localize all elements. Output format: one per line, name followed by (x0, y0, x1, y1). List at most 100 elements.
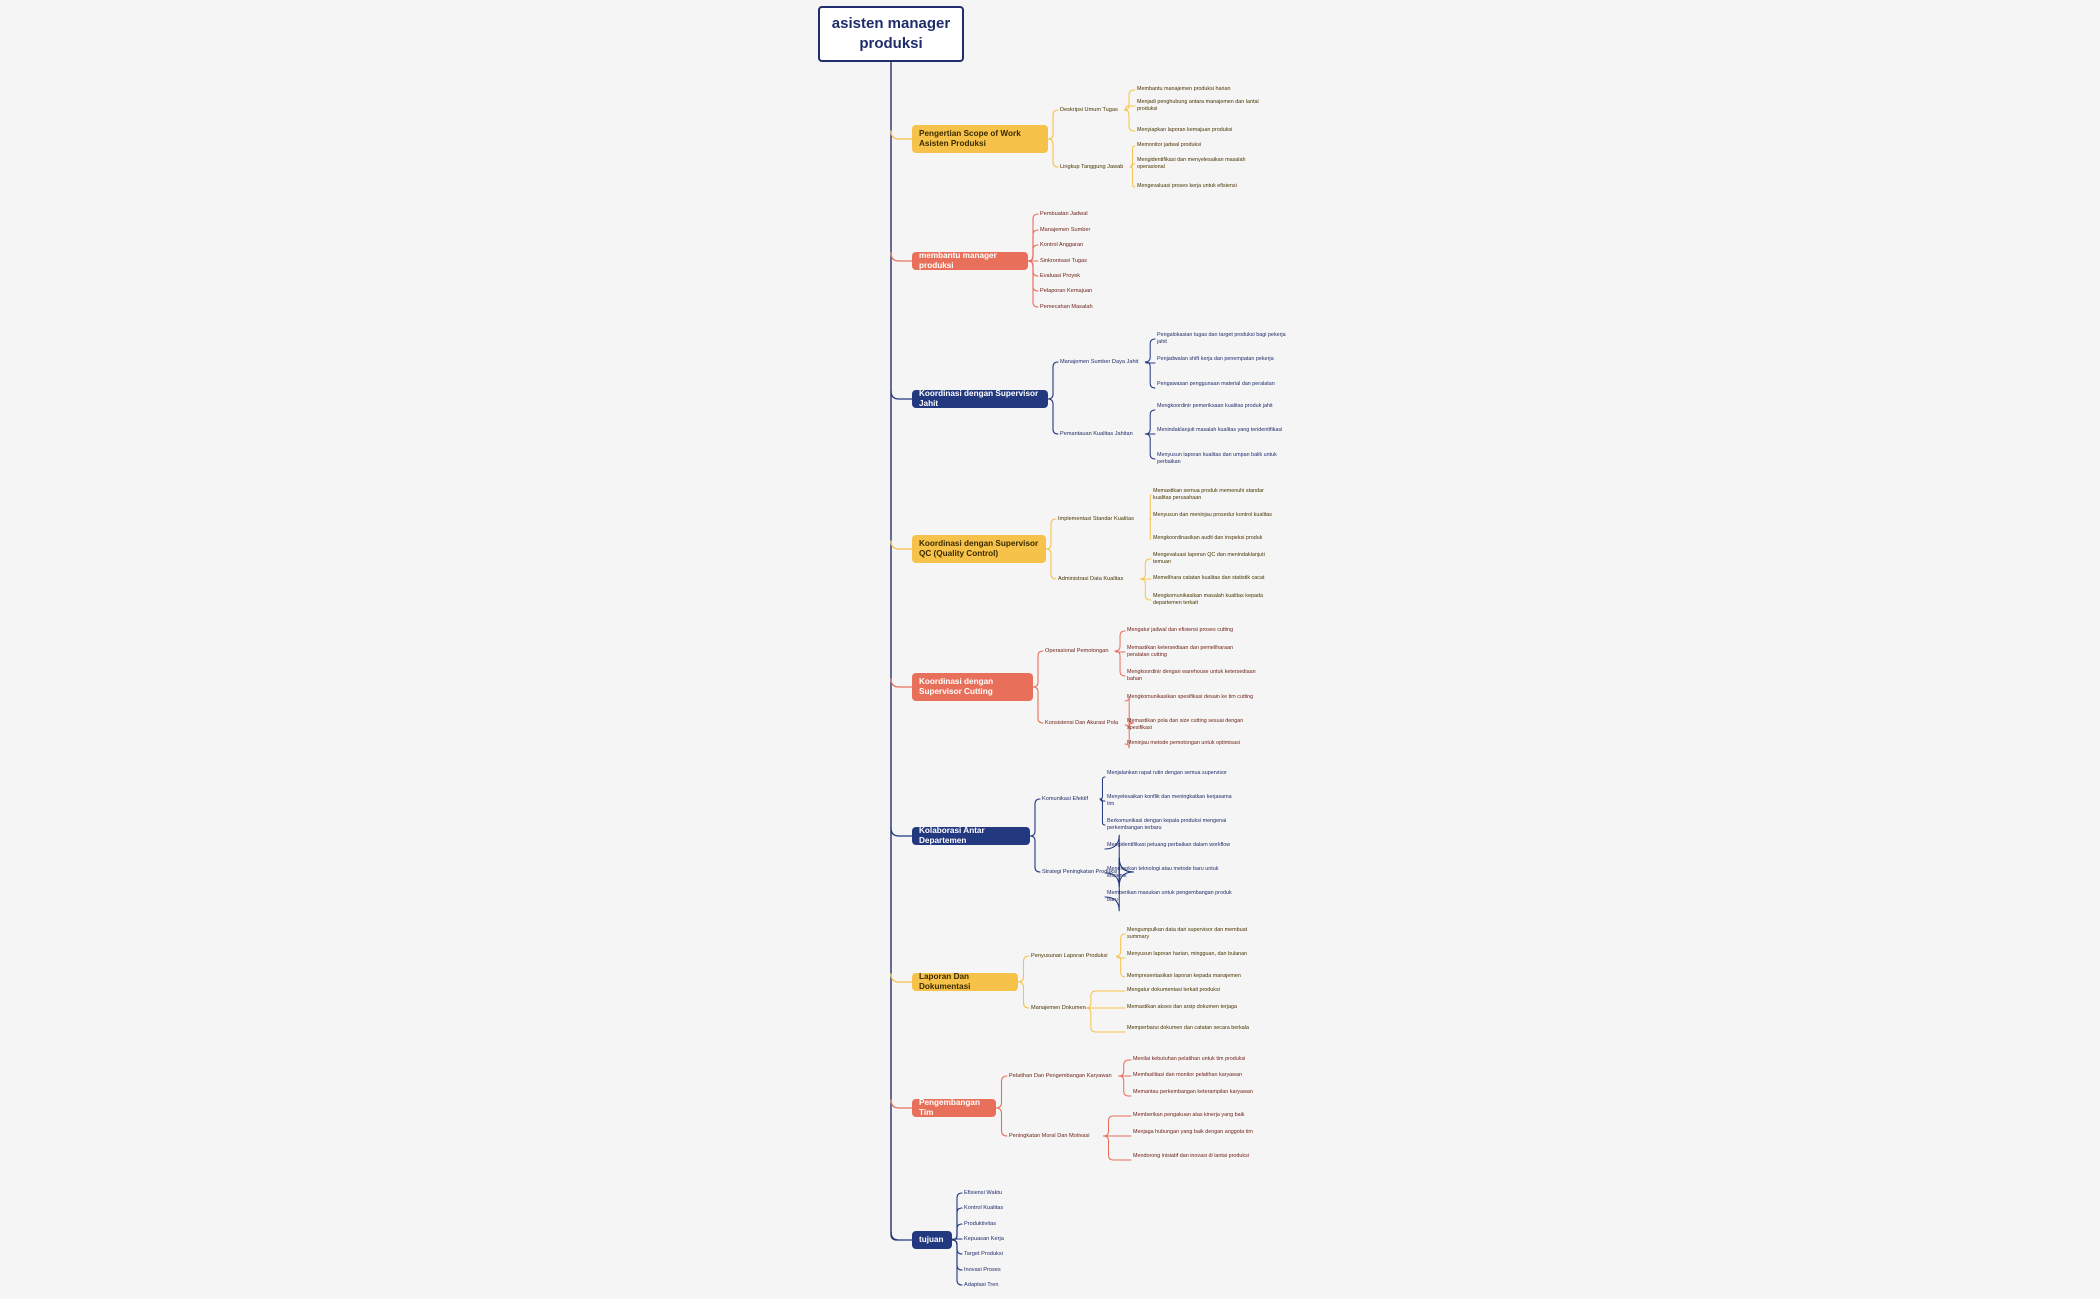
leaf-text: Menjadi penghubung antara manajemen dan … (1137, 98, 1259, 113)
sub-topic[interactable]: Operasional Pemotongan (1045, 647, 1109, 654)
leaf-item[interactable]: Mengkomunikasikan spesifikasi desain ke … (1127, 694, 1257, 702)
leaf-item[interactable]: Mengatur jadwal dan efisiensi proses cut… (1127, 627, 1257, 635)
leaf-item[interactable]: Mengumpulkan data dari supervisor dan me… (1127, 927, 1257, 942)
list-item[interactable]: Target Produksi (964, 1250, 1003, 1257)
leaf-item[interactable]: Mengkoordinir dengan warehouse untuk ket… (1127, 669, 1257, 684)
sub-topic[interactable]: Konsistensi Dan Akurasi Pola (1045, 719, 1119, 726)
leaf-item[interactable]: Menyiapkan laporan kemajuan produksi (1137, 127, 1267, 135)
leaf-item[interactable]: Memberikan masukan untuk pengembangan pr… (1107, 890, 1232, 905)
list-item[interactable]: Evaluasi Proyek (1040, 272, 1081, 279)
leaf-text: Mengkoordinasikan audit dan inspeksi pro… (1153, 535, 1263, 542)
leaf-item[interactable]: Menjadi penghubung antara manajemen dan … (1137, 99, 1267, 114)
sub-topic[interactable]: Komunikasi Efektif (1042, 795, 1089, 802)
branch-node[interactable]: membantu manager produksi (912, 251, 1028, 270)
branch-node[interactable]: Kolaborasi Antar Departemen (912, 826, 1030, 845)
branch-label: Koordinasi dengan Supervisor QC (Quality… (919, 539, 1039, 558)
leaf-item[interactable]: Memberikan pengakuan atas kinerja yang b… (1133, 1112, 1263, 1120)
list-item[interactable]: Kontrol Kualitas (964, 1204, 1004, 1211)
leaf-item[interactable]: Memonitor jadwal produksi (1137, 142, 1267, 150)
list-item[interactable]: Pelaporan Kemajuan (1040, 287, 1093, 294)
sub-topic[interactable]: Peningkatan Moral Dan Motivasi (1009, 1132, 1090, 1139)
leaf-text: Mengumpulkan data dari supervisor dan me… (1127, 926, 1248, 941)
leaf-text: Membantu manajemen produksi harian (1137, 86, 1231, 93)
list-item[interactable]: Adaptasi Tren (964, 1281, 999, 1288)
leaf-item[interactable]: Menyusun dan meninjau prosedur kontrol k… (1153, 512, 1283, 520)
list-item[interactable]: Produktivitas (964, 1220, 997, 1227)
root-node[interactable]: asisten manager produksi (818, 6, 964, 62)
branch-node[interactable]: Pengembangan Tim (912, 1098, 996, 1117)
leaf-item[interactable]: Menyelesaikan konflik dan meningkatkan k… (1107, 794, 1232, 809)
sub-topic[interactable]: Pelatihan Dan Pengembangan Karyawan (1009, 1072, 1112, 1079)
list-item[interactable]: Sinkronisasi Tugas (1040, 257, 1087, 264)
leaf-text: Menerapkan teknologi atau metode baru un… (1107, 865, 1219, 880)
sub-topic[interactable]: Administrasi Data Kualitas (1058, 575, 1124, 582)
branch-node[interactable]: Koordinasi dengan Supervisor Cutting (912, 673, 1033, 701)
leaf-item[interactable]: Mengevaluasi laporan QC dan menindaklanj… (1153, 552, 1283, 567)
list-item[interactable]: Efisiensi Waktu (964, 1189, 1003, 1196)
leaf-item[interactable]: Mengkoordinir pemeriksaan kualitas produ… (1157, 403, 1287, 411)
leaf-item[interactable]: Menjalankan rapat rutin dengan semua sup… (1107, 770, 1232, 778)
branch-node[interactable]: Pengertian Scope of Work Asisten Produks… (912, 125, 1048, 153)
branch-label: Koordinasi dengan Supervisor Jahit (919, 389, 1039, 408)
leaf-item[interactable]: Mengidentifikasi peluang perbaikan dalam… (1107, 842, 1232, 850)
list-item[interactable]: Manajemen Sumber (1040, 226, 1091, 233)
leaf-item[interactable]: Membantu manajemen produksi harian (1137, 86, 1267, 94)
leaf-text: Penjadwalan shift kerja dan penempatan p… (1157, 355, 1274, 362)
leaf-item[interactable]: Pengalokasian tugas dan target produksi … (1157, 332, 1287, 347)
leaf-item[interactable]: Menindaklanjuti masalah kualitas yang te… (1157, 427, 1287, 435)
leaf-item[interactable]: Mendorong inisiatif dan inovasi di lanta… (1133, 1153, 1263, 1161)
list-item[interactable]: Pembuatan Jadwal (1040, 210, 1088, 217)
sub-topic[interactable]: Implementasi Standar Kualitas (1058, 515, 1134, 522)
leaf-item[interactable]: Memastikan ketersediaan dan pemeliharaan… (1127, 645, 1257, 660)
leaf-text: Menyusun laporan harian, mingguan, dan b… (1127, 950, 1248, 957)
leaf-item[interactable]: Memastikan pola dan size cutting sesuai … (1127, 718, 1257, 733)
sub-topic[interactable]: Deskripsi Umum Tugas (1060, 106, 1118, 113)
leaf-item[interactable]: Menerapkan teknologi atau metode baru un… (1107, 866, 1232, 881)
leaf-item[interactable]: Memantau perkembangan keterampilan karya… (1133, 1089, 1263, 1097)
leaf-text: Memonitor jadwal produksi (1137, 142, 1202, 149)
leaf-text: Memantau perkembangan keterampilan karya… (1133, 1088, 1253, 1095)
list-item[interactable]: Pemecahan Masalah (1040, 303, 1093, 310)
leaf-text: Memperbarui dokumen dan catatan secara b… (1127, 1024, 1249, 1031)
leaf-item[interactable]: Memelihara catatan kualitas dan statisti… (1153, 575, 1283, 583)
leaf-text: Memelihara catatan kualitas dan statisti… (1153, 575, 1265, 582)
leaf-item[interactable]: Mengevaluasi proses kerja untuk efisiens… (1137, 183, 1267, 191)
sub-topic[interactable]: Lingkup Tanggung Jawab (1060, 163, 1124, 170)
leaf-text: Menindaklanjuti masalah kualitas yang te… (1157, 426, 1283, 433)
sub-topic[interactable]: Manajemen Dokumen (1031, 1004, 1086, 1011)
leaf-item[interactable]: Mengatur dokumentasi terkait produksi (1127, 987, 1257, 995)
list-item[interactable]: Inovasi Proses (964, 1266, 1001, 1273)
leaf-item[interactable]: Memastikan akses dan arsip dokumen terja… (1127, 1004, 1257, 1012)
leaf-item[interactable]: Berkomunikasi dengan kepala produksi men… (1107, 818, 1232, 833)
branch-label: Pengertian Scope of Work Asisten Produks… (919, 129, 1021, 148)
sub-topic[interactable]: Pemantauan Kualitas Jahitan (1060, 430, 1133, 437)
leaf-item[interactable]: Memastikan semua produk memenuhi standar… (1153, 488, 1283, 503)
sub-topic[interactable]: Strategi Peningkatan Produksi (1042, 868, 1118, 875)
branch-node[interactable]: Koordinasi dengan Supervisor QC (Quality… (912, 535, 1046, 563)
leaf-item[interactable]: Menilai kebutuhan pelatihan untuk tim pr… (1133, 1056, 1263, 1064)
leaf-text: Pengalokasian tugas dan target produksi … (1157, 331, 1286, 346)
leaf-item[interactable]: Mempresentasikan laporan kepada manajeme… (1127, 973, 1257, 981)
leaf-item[interactable]: Mengkoordinasikan audit dan inspeksi pro… (1153, 535, 1283, 543)
leaf-text: Berkomunikasi dengan kepala produksi men… (1107, 817, 1227, 832)
list-item[interactable]: Kepuasan Kerja (964, 1235, 1004, 1242)
sub-topic[interactable]: Penyusunan Laporan Produksi (1031, 952, 1108, 959)
leaf-text: Menilai kebutuhan pelatihan untuk tim pr… (1133, 1056, 1246, 1063)
leaf-item[interactable]: Menyusun laporan kualitas dan umpan bali… (1157, 452, 1287, 467)
leaf-item[interactable]: Pengawasan penggunaan material dan peral… (1157, 381, 1287, 389)
leaf-item[interactable]: Memfasilitasi dan monitor pelatihan kary… (1133, 1072, 1263, 1080)
leaf-item[interactable]: Mengkomunikasikan masalah kualitas kepad… (1153, 593, 1283, 608)
leaf-item[interactable]: Penjadwalan shift kerja dan penempatan p… (1157, 356, 1287, 364)
leaf-item[interactable]: Menjaga hubungan yang baik dengan anggot… (1133, 1129, 1263, 1137)
sub-topic[interactable]: Manajemen Sumber Daya Jahit (1060, 358, 1139, 365)
branch-node[interactable]: tujuan (912, 1231, 952, 1249)
list-item[interactable]: Kontrol Anggaran (1040, 241, 1084, 248)
leaf-item[interactable]: Meninjau metode pemotongan untuk optimis… (1127, 740, 1257, 748)
leaf-item[interactable]: Menyusun laporan harian, mingguan, dan b… (1127, 951, 1257, 959)
branch-node[interactable]: Koordinasi dengan Supervisor Jahit (912, 389, 1048, 408)
leaf-item[interactable]: Mengidentifikasi dan menyelesaikan masal… (1137, 157, 1267, 172)
branch-node[interactable]: Laporan Dan Dokumentasi (912, 972, 1018, 991)
leaf-item[interactable]: Memperbarui dokumen dan catatan secara b… (1127, 1025, 1257, 1033)
